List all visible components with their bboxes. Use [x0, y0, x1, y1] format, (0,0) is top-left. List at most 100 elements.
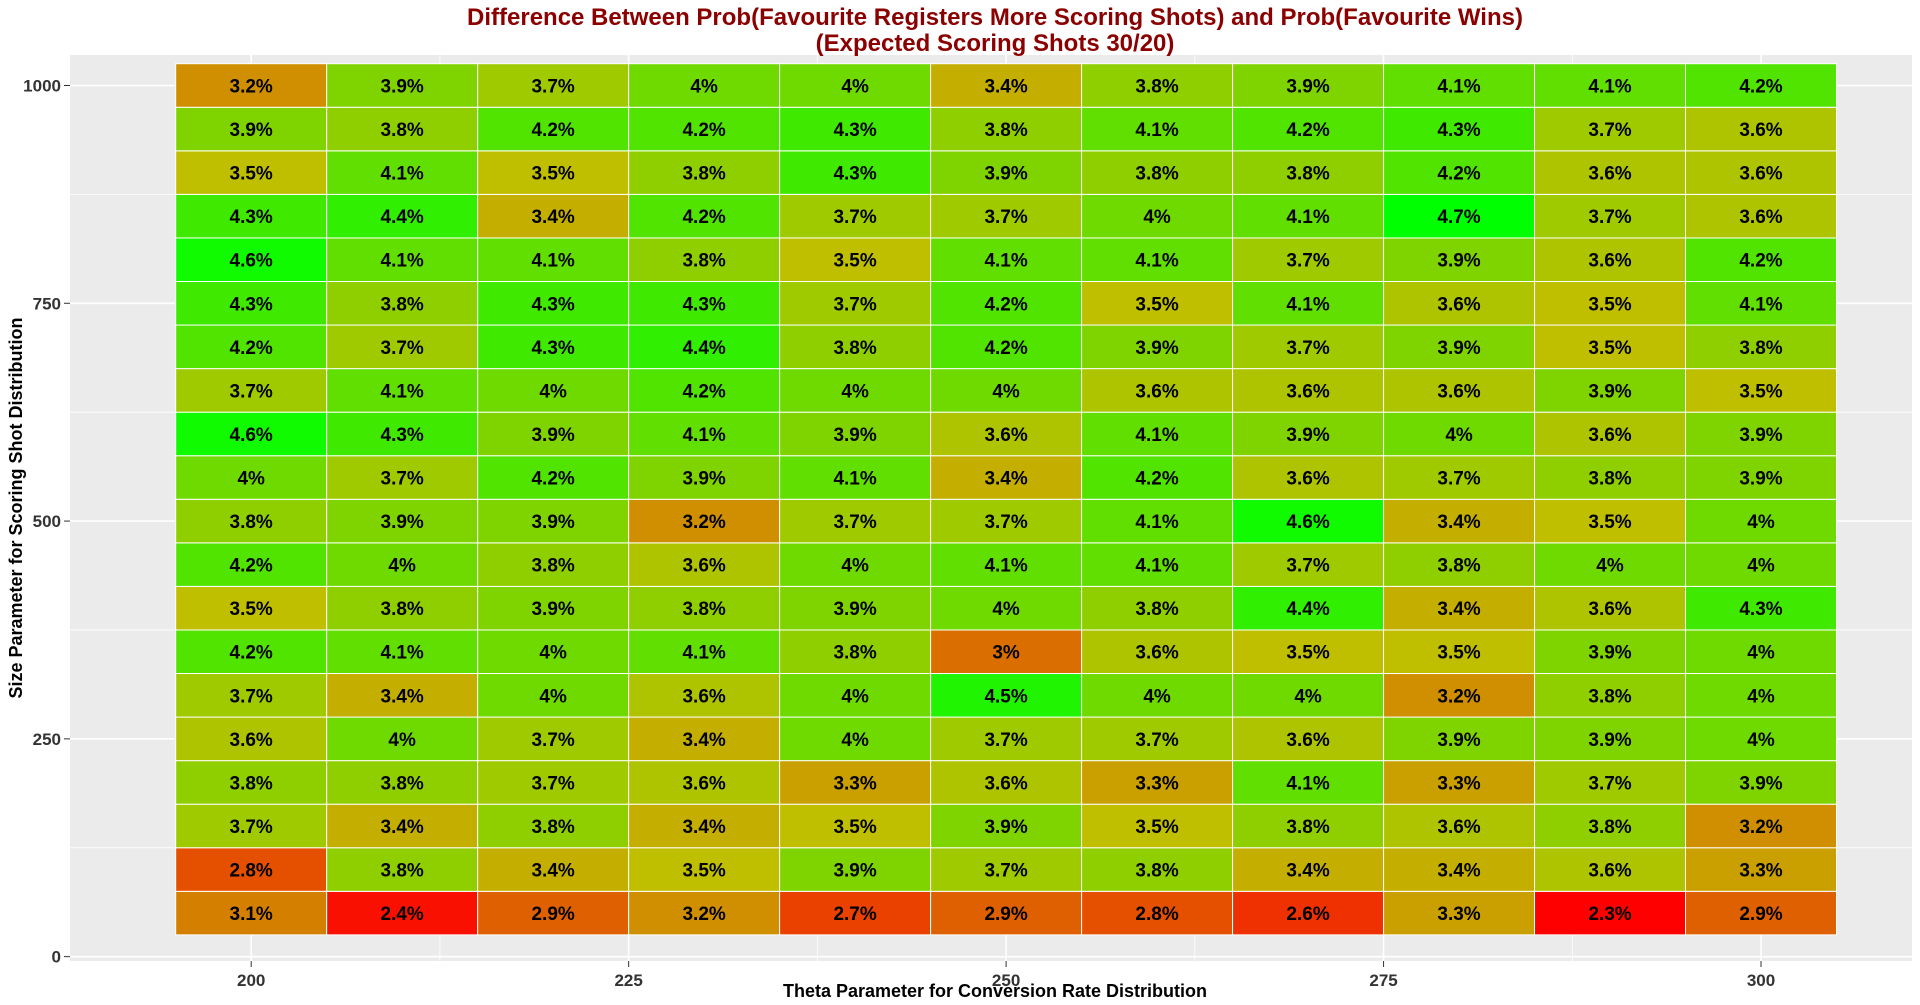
heatmap-cell — [930, 237, 1083, 282]
cell-value-label: 3.9% — [1588, 730, 1631, 751]
cell-value-label: 3.4% — [682, 817, 725, 838]
cell-value-label: 3.9% — [1739, 469, 1782, 490]
cell-value-label: 4.2% — [1739, 76, 1782, 97]
heatmap-cell — [1081, 324, 1234, 370]
cell-value-label: 2.4% — [381, 904, 424, 925]
cell-value-label: 4.3% — [230, 294, 273, 315]
cell-value-label: 4% — [1143, 207, 1171, 228]
heatmap-cell — [1534, 324, 1687, 370]
cell-value-label: 3.7% — [1588, 773, 1631, 794]
cell-value-label: 4.3% — [381, 425, 424, 446]
cell-labels: 3.1% 2.4% 2.9% 3.2% 2.7% 2.9% 2.8% 2.6% 3.3% 2.3%… — [230, 76, 1783, 925]
cell-value-label: 4% — [388, 730, 416, 751]
cell-value-label: 2.9% — [984, 904, 1027, 925]
heatmap-cell — [1383, 63, 1536, 108]
cell-value-label: 3.9% — [833, 599, 876, 620]
cell-value-label: 2.8% — [1135, 904, 1178, 925]
y-axis-title: Size Parameter for Scoring Shot Distribu… — [6, 317, 26, 698]
cell-value-label: 3.9% — [531, 599, 574, 620]
heatmap-cell — [930, 629, 1083, 675]
heatmap-cell — [1081, 498, 1234, 544]
heatmap-cell — [477, 237, 630, 282]
cell-value-label: 4.1% — [1286, 207, 1329, 228]
heatmap-cell — [175, 150, 328, 195]
cell-value-label: 3.7% — [381, 469, 424, 490]
cell-value-label: 4% — [1143, 686, 1171, 707]
cell-value-label: 3.6% — [1135, 381, 1178, 402]
heatmap-cell — [175, 106, 328, 152]
x-tick-label: 250 — [992, 971, 1020, 990]
heatmap-cell — [1383, 281, 1536, 326]
heatmap-cell — [628, 106, 781, 152]
cell-value-label: 3.9% — [1135, 338, 1178, 359]
heatmap-cell — [930, 324, 1083, 370]
cell-value-label: 3.7% — [833, 207, 876, 228]
cell-value-label: 3.4% — [984, 76, 1027, 97]
heatmap-cell — [1081, 150, 1234, 195]
heatmap-cell — [326, 193, 479, 239]
heatmap-cell — [1232, 673, 1385, 718]
heatmap-cell — [930, 281, 1083, 326]
heatmap-cell — [477, 803, 630, 849]
cell-value-label: 3.6% — [1588, 164, 1631, 185]
cell-value-label: 3.4% — [531, 861, 574, 882]
cell-value-label: 4.2% — [1286, 120, 1329, 141]
cell-value-label: 3.8% — [1437, 556, 1480, 577]
cell-value-label: 4.1% — [682, 643, 725, 664]
cell-value-label: 4.3% — [833, 120, 876, 141]
heatmap-cell — [1685, 281, 1838, 326]
cell-value-label: 4% — [992, 381, 1020, 402]
cell-value-label: 3.7% — [531, 730, 574, 751]
cell-value-label: 4% — [1747, 643, 1775, 664]
cell-value-label: 4.3% — [682, 294, 725, 315]
cell-value-label: 3.4% — [381, 817, 424, 838]
cell-value-label: 3.6% — [1588, 599, 1631, 620]
cell-value-label: 3.8% — [833, 338, 876, 359]
heatmap-cell — [326, 803, 479, 849]
heatmap-cell — [1534, 281, 1687, 326]
heatmap-cell — [779, 542, 932, 587]
cell-value-label: 3.3% — [1437, 904, 1480, 925]
heatmap-cell — [477, 193, 630, 239]
heatmap-cell — [326, 498, 479, 544]
heatmap-cell — [477, 281, 630, 326]
heatmap-cell — [779, 411, 932, 457]
heatmap-cell — [779, 803, 932, 849]
heatmap-cell — [175, 760, 328, 805]
cell-value-label: 4.4% — [682, 338, 725, 359]
cell-value-label: 3% — [992, 643, 1020, 664]
heatmap-cell — [477, 716, 630, 762]
heatmap-cell — [1383, 411, 1536, 457]
cell-value-label: 3.9% — [1286, 425, 1329, 446]
cell-value-label: 3.6% — [1588, 861, 1631, 882]
heatmap-cell — [1685, 847, 1838, 892]
cell-value-label: 3.7% — [230, 381, 273, 402]
cell-value-label: 3.1% — [230, 904, 273, 925]
cell-value-label: 3.7% — [984, 730, 1027, 751]
heatmap-cell — [930, 193, 1083, 239]
cell-value-label: 4% — [841, 730, 869, 751]
cell-value-label: 3.5% — [1286, 643, 1329, 664]
cell-value-label: 3.8% — [381, 599, 424, 620]
heatmap-cell — [477, 760, 630, 805]
cell-value-label: 3.4% — [1437, 599, 1480, 620]
cell-value-label: 4.1% — [1135, 251, 1178, 272]
heatmap-cell — [628, 498, 781, 544]
cell-value-label: 3.8% — [230, 773, 273, 794]
cell-value-label: 3.4% — [682, 730, 725, 751]
heatmap-cell — [1081, 542, 1234, 587]
heatmap-cell — [477, 455, 630, 500]
cell-value-label: 3.3% — [1739, 861, 1782, 882]
cell-value-label: 4% — [1747, 686, 1775, 707]
chart-subtitle: (Expected Scoring Shots 30/20) — [816, 30, 1175, 57]
cell-value-label: 3.8% — [1135, 76, 1178, 97]
cell-value-label: 3.6% — [682, 773, 725, 794]
cell-value-label: 4% — [841, 381, 869, 402]
cell-value-label: 4.2% — [531, 120, 574, 141]
heatmap-cell — [175, 542, 328, 587]
heatmap-cell — [1685, 368, 1838, 413]
cell-value-label: 4.6% — [230, 425, 273, 446]
heatmap-cell — [1534, 237, 1687, 282]
heatmap-cell — [779, 63, 932, 108]
